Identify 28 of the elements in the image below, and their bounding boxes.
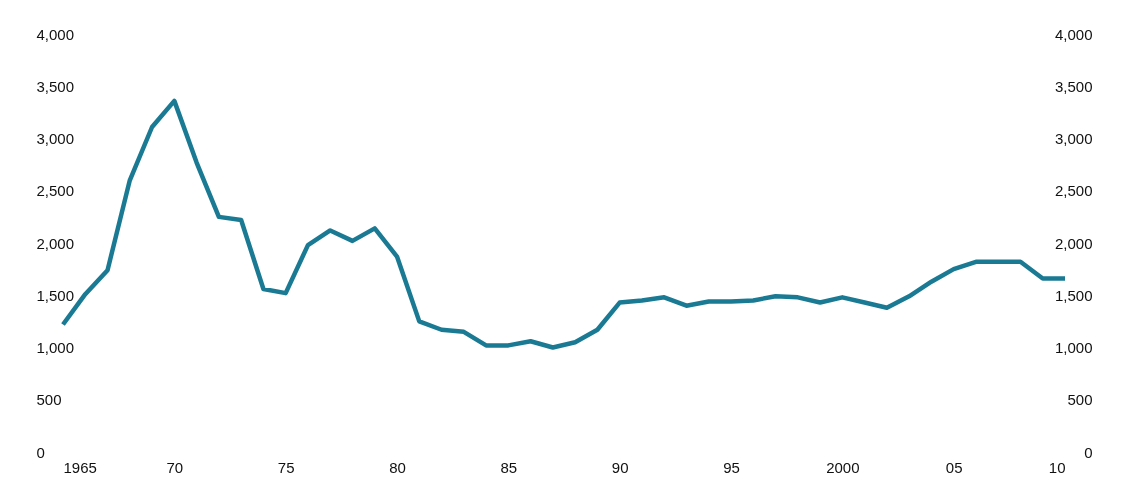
- x-tick-label: 75: [277, 458, 295, 476]
- x-tick-label: 2000: [826, 458, 860, 476]
- y2-tick-label: 3,000: [1054, 130, 1093, 147]
- x-tick-label: 70: [166, 458, 184, 476]
- y2-tick-label: 3,500: [1054, 77, 1093, 95]
- y2-tick-label: 0: [1084, 443, 1093, 461]
- y-tick-label: 0: [36, 443, 45, 461]
- y-tick-label: 4,000: [36, 25, 75, 43]
- x-tick-label: 95: [723, 458, 740, 476]
- y-tick-label: 1,000: [36, 339, 75, 356]
- x-tick-label: 10: [1048, 458, 1066, 476]
- y2-tick-label: 2,500: [1054, 182, 1093, 200]
- x-tick-label: 80: [389, 458, 406, 476]
- y-tick-label: 1,500: [36, 286, 75, 304]
- y2-tick-label: 1,500: [1054, 286, 1093, 304]
- y2-tick-label: 2,000: [1054, 234, 1093, 252]
- x-tick-label: 85: [500, 458, 518, 476]
- x-tick-label: 1965: [63, 458, 97, 476]
- y2-tick-label: 500: [1067, 391, 1093, 409]
- y2-tick-label: 4,000: [1054, 25, 1093, 43]
- y-tick-label: 3,500: [36, 77, 75, 95]
- x-tick-label: 90: [611, 458, 629, 476]
- y-tick-label: 2,500: [36, 182, 75, 200]
- y-tick-label: 500: [36, 391, 62, 409]
- y-tick-label: 2,000: [36, 234, 75, 252]
- x-tick-label: 05: [945, 458, 963, 476]
- y2-tick-label: 1,000: [1054, 339, 1093, 356]
- y-tick-label: 3,000: [36, 130, 75, 147]
